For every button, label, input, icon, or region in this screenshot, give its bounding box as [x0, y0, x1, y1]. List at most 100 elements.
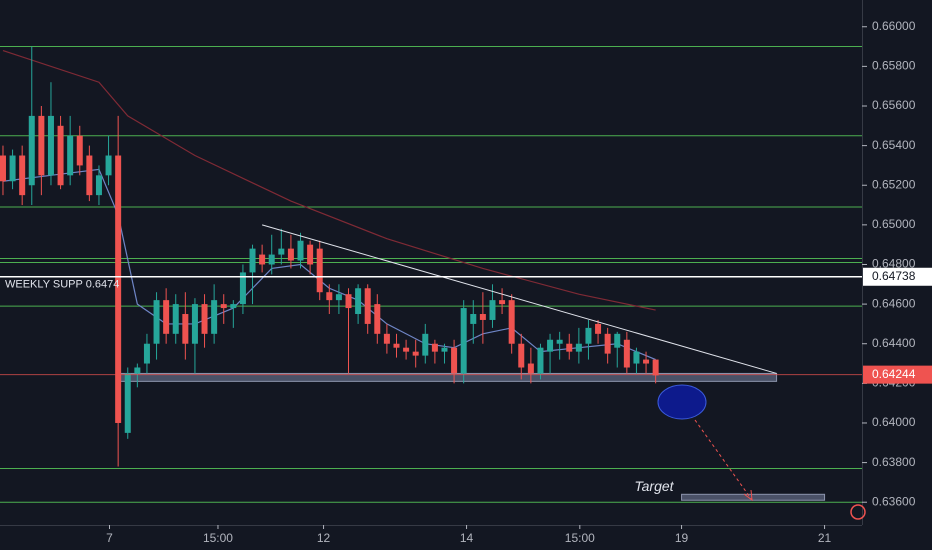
candle-body: [614, 333, 621, 348]
candle-body: [527, 363, 534, 374]
candle-body: [201, 304, 208, 334]
candle-body: [153, 300, 160, 344]
candle-body: [9, 155, 16, 182]
candle-body: [326, 292, 333, 301]
candle-body: [470, 314, 477, 324]
candle-body: [19, 155, 26, 196]
candle-body: [623, 339, 630, 368]
candle-body: [345, 294, 352, 309]
y-tick-label: 0.65200: [872, 177, 916, 191]
candle-body: [489, 300, 496, 320]
candle-body: [163, 300, 170, 334]
plot-area: WEEKLY SUPP 0.6474 Target: [0, 46, 862, 503]
candle-body: [57, 125, 64, 186]
x-tick-label: 14: [460, 531, 474, 545]
candle-body: [537, 347, 544, 374]
candle-body: [643, 359, 650, 364]
candle-body: [518, 343, 525, 368]
candle-body: [364, 288, 371, 324]
y-tick-label: 0.64600: [872, 296, 916, 310]
trendline: [261, 224, 777, 374]
y-tick-label: 0.64400: [872, 336, 916, 350]
candle-body: [105, 155, 112, 176]
candle-body: [575, 343, 582, 352]
candle-body: [249, 248, 256, 273]
candle-body: [124, 373, 131, 433]
candle-body: [28, 115, 35, 186]
candle-body: [259, 254, 266, 265]
y-tick-label: 0.65600: [872, 98, 916, 112]
x-tick-label: 19: [675, 531, 689, 545]
candle-body: [441, 347, 448, 352]
candle-body: [230, 304, 237, 309]
annotation-ellipse: [657, 384, 707, 420]
candle-body: [86, 155, 93, 196]
candle-body: [76, 135, 83, 166]
candle-body: [307, 244, 314, 265]
candle-body: [335, 294, 342, 301]
price-marker-label: 0.64244: [872, 367, 916, 381]
x-tick-label: 12: [317, 531, 331, 545]
logo-icon[interactable]: [850, 504, 866, 520]
annotation-arrowhead: [743, 489, 753, 502]
candle-body: [595, 323, 602, 334]
y-tick-label: 0.65800: [872, 59, 916, 73]
y-tick-label: 0.66000: [872, 19, 916, 33]
y-tick-label: 0.63800: [872, 455, 916, 469]
candle-body: [172, 304, 179, 334]
price-marker-label: 0.64738: [872, 269, 916, 283]
support-label: WEEKLY SUPP 0.6474: [5, 279, 119, 291]
y-tick-label: 0.64800: [872, 257, 916, 271]
candle-body: [297, 240, 304, 261]
candle-body: [220, 304, 227, 309]
x-tick-label: 15:00: [203, 531, 233, 545]
candle-body: [383, 333, 390, 344]
candle-body: [652, 359, 659, 376]
candle-body: [403, 347, 410, 352]
candle-body: [547, 339, 554, 352]
moving-average: [2, 49, 656, 311]
candle-body: [479, 314, 486, 320]
candle-body: [143, 343, 150, 364]
annotation-arrow: [694, 419, 753, 501]
candle-body: [278, 248, 285, 255]
candle-body: [355, 288, 362, 315]
candle-body: [134, 367, 141, 374]
candle-body: [67, 135, 74, 176]
candle-body: [239, 272, 246, 305]
price-marker-box: [863, 365, 932, 384]
candle-body: [287, 248, 294, 261]
candle-body: [633, 351, 640, 364]
candle-body: [566, 343, 573, 352]
candle-body: [393, 343, 400, 348]
candle-body: [422, 333, 429, 356]
candle-body: [585, 327, 592, 344]
x-tick-label: 21: [818, 531, 832, 545]
y-tick-label: 0.64000: [872, 415, 916, 429]
candle-body: [191, 304, 198, 344]
candle-body: [95, 175, 102, 196]
candle-body: [38, 115, 45, 176]
y-tick-label: 0.65000: [872, 217, 916, 231]
candle-body: [211, 300, 218, 334]
candle-body: [460, 308, 467, 374]
candle-body: [47, 115, 54, 176]
axis-group: 0.66000 0.65800 0.65600 0.65400 0.65200 0.650…: [106, 19, 932, 545]
candle-body: [508, 300, 515, 344]
candle-body: [412, 351, 419, 356]
candle-body: [556, 339, 563, 344]
candle-body: [451, 347, 458, 374]
target-zone: [681, 493, 826, 501]
x-tick-label: 7: [106, 531, 113, 545]
candle-body: [0, 155, 6, 182]
candle-body: [431, 343, 438, 352]
candle-body: [268, 254, 275, 265]
candle-body: [182, 314, 189, 344]
candle-body: [115, 155, 122, 423]
candle-body: [499, 300, 506, 305]
x-tick-label: 15:00: [565, 531, 595, 545]
candle-body: [374, 304, 381, 334]
y-tick-label: 0.65400: [872, 138, 916, 152]
